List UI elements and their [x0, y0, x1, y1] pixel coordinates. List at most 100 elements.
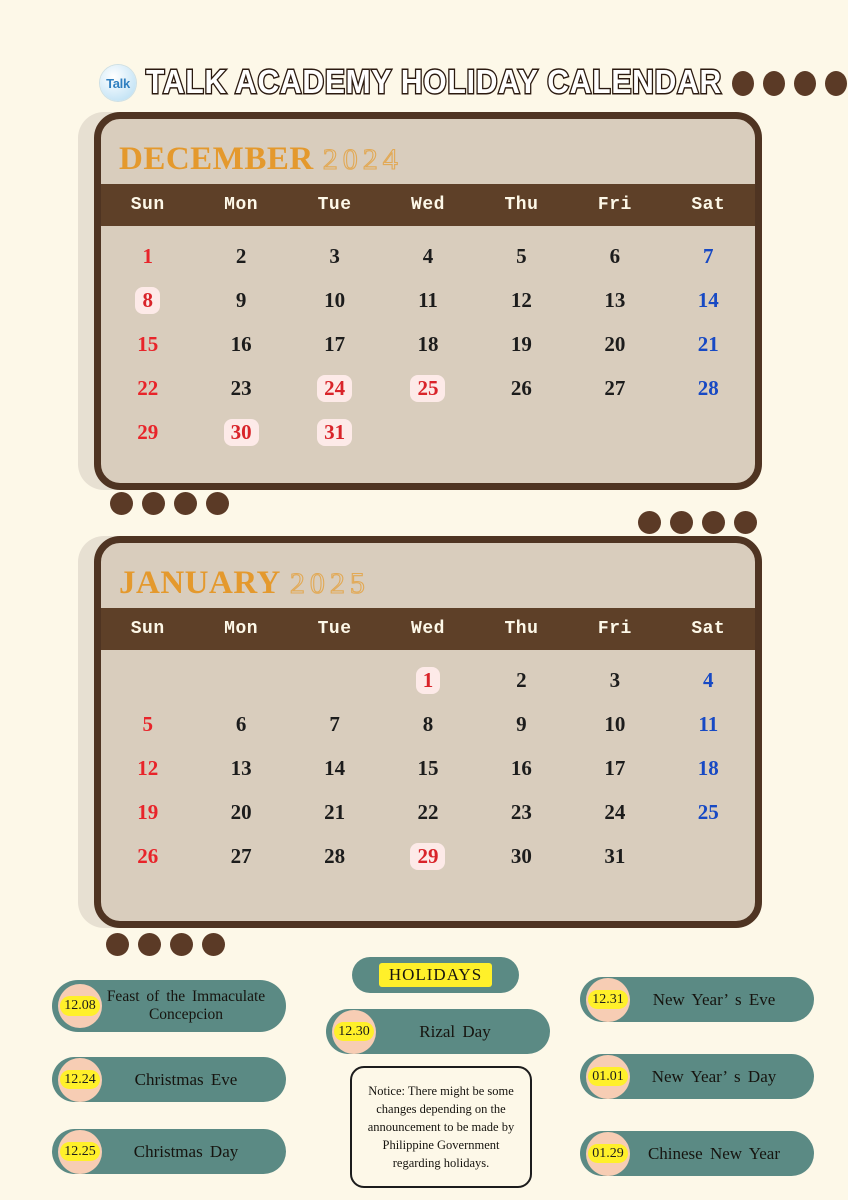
date-number: 4 [422, 243, 434, 268]
date-cell[interactable]: 13 [194, 746, 287, 790]
date-cell[interactable]: 26 [475, 366, 568, 410]
date-cell[interactable]: 11 [381, 278, 474, 322]
page-title: TALK ACADEMY HOLIDAY CALENDAR [145, 63, 723, 103]
date-cell[interactable]: 23 [194, 366, 287, 410]
date-number: 21 [697, 331, 719, 356]
legend-date-badge: 12.24 [58, 1057, 102, 1102]
legend-item-12-30[interactable]: 12.30 Rizal Day [326, 1009, 550, 1054]
date-cell[interactable]: 5 [101, 702, 194, 746]
date-number: 3 [329, 243, 340, 268]
date-cell[interactable]: 12 [475, 278, 568, 322]
date-number-holiday: 24 [317, 374, 353, 402]
date-cell[interactable]: 28 [662, 366, 755, 410]
date-cell[interactable]: 16 [194, 322, 287, 366]
date-cell[interactable]: 25 [381, 366, 474, 410]
legend-item-01-01[interactable]: 01.01 New Year’ s Day [580, 1054, 814, 1099]
date-cell[interactable]: 9 [194, 278, 287, 322]
date-cell[interactable]: 26 [101, 834, 194, 878]
date-cell[interactable]: 28 [288, 834, 381, 878]
header-dot-decoration [732, 70, 848, 96]
legend-item-12-24[interactable]: 12.24 Christmas Eve [52, 1057, 286, 1102]
date-cell[interactable]: 21 [288, 790, 381, 834]
date-cell[interactable]: 7 [662, 234, 755, 278]
date-cell[interactable]: 7 [288, 702, 381, 746]
date-cell-empty [194, 658, 287, 702]
month-card-body: DECEMBER 2024 Sun Mon Tue Wed Thu Fri Sat… [94, 112, 762, 490]
date-cell[interactable]: 14 [662, 278, 755, 322]
date-cell[interactable]: 4 [662, 658, 755, 702]
date-cell[interactable]: 12 [101, 746, 194, 790]
date-cell[interactable]: 19 [475, 322, 568, 366]
date-number: 7 [703, 243, 714, 268]
date-number: 2 [235, 243, 247, 268]
legend-item-12-08[interactable]: 12.08 Feast of the Immaculate Concepcion [52, 980, 286, 1032]
date-cell[interactable]: 21 [662, 322, 755, 366]
date-cell[interactable]: 2 [475, 658, 568, 702]
date-cell[interactable]: 31 [288, 410, 381, 454]
date-cell[interactable]: 19 [101, 790, 194, 834]
date-cell[interactable]: 10 [288, 278, 381, 322]
date-cell[interactable]: 3 [568, 658, 661, 702]
legend-date: 12.30 [334, 1021, 374, 1042]
date-cell[interactable]: 6 [568, 234, 661, 278]
date-cell[interactable]: 24 [568, 790, 661, 834]
date-cell[interactable]: 30 [475, 834, 568, 878]
date-cell[interactable]: 11 [662, 702, 755, 746]
date-cell[interactable]: 8 [381, 702, 474, 746]
date-cell[interactable]: 31 [568, 834, 661, 878]
date-cell[interactable]: 5 [475, 234, 568, 278]
legend-item-01-29[interactable]: 01.29 Chinese New Year [580, 1131, 814, 1176]
date-cell[interactable]: 10 [568, 702, 661, 746]
date-number-holiday: 1 [415, 666, 441, 694]
legend-date-badge: 12.31 [586, 977, 630, 1022]
legend-item-12-25[interactable]: 12.25 Christmas Day [52, 1129, 286, 1174]
date-cell[interactable]: 22 [381, 790, 474, 834]
date-cell[interactable]: 30 [194, 410, 287, 454]
legend-date: 12.24 [60, 1069, 100, 1090]
date-cell[interactable]: 17 [288, 322, 381, 366]
decorative-dot-row-below-january [106, 933, 225, 956]
logo-text: Talk [106, 75, 130, 91]
date-cell[interactable]: 8 [101, 278, 194, 322]
month-year: 2024 [322, 142, 403, 176]
date-cell[interactable]: 18 [662, 746, 755, 790]
weekday-tue: Tue [317, 195, 352, 215]
date-cell[interactable]: 29 [101, 410, 194, 454]
date-number: 23 [230, 375, 252, 400]
date-cell[interactable]: 1 [381, 658, 474, 702]
date-cell[interactable]: 16 [475, 746, 568, 790]
weekday-tue: Tue [317, 619, 352, 639]
date-grid-january: 1 2 3 4 5 6 7 8 9 10 11 12 13 14 15 16 17 18 19 20 21 22 23 24 2… [101, 650, 755, 892]
date-cell[interactable]: 18 [381, 322, 474, 366]
date-number-holiday: 29 [410, 842, 446, 870]
date-cell[interactable]: 13 [568, 278, 661, 322]
date-number-holiday: 25 [410, 374, 446, 402]
decorative-dot [638, 511, 661, 534]
date-cell[interactable]: 4 [381, 234, 474, 278]
date-cell[interactable]: 27 [194, 834, 287, 878]
date-cell[interactable]: 2 [194, 234, 287, 278]
decorative-dot [110, 492, 133, 515]
date-cell[interactable]: 29 [381, 834, 474, 878]
date-cell[interactable]: 1 [101, 234, 194, 278]
date-number: 10 [324, 287, 346, 312]
date-cell[interactable]: 15 [381, 746, 474, 790]
date-cell[interactable]: 15 [101, 322, 194, 366]
date-cell[interactable]: 3 [288, 234, 381, 278]
date-cell[interactable]: 20 [568, 322, 661, 366]
date-cell[interactable]: 6 [194, 702, 287, 746]
date-cell[interactable]: 9 [475, 702, 568, 746]
date-cell[interactable]: 22 [101, 366, 194, 410]
date-cell[interactable]: 17 [568, 746, 661, 790]
legend-item-12-31[interactable]: 12.31 New Year’ s Eve [580, 977, 814, 1022]
date-cell[interactable]: 23 [475, 790, 568, 834]
date-number: 5 [142, 711, 153, 736]
date-cell[interactable]: 20 [194, 790, 287, 834]
date-cell[interactable]: 25 [662, 790, 755, 834]
date-cell[interactable]: 27 [568, 366, 661, 410]
month-year: 2025 [289, 566, 370, 600]
legend-label: Chinese New Year [647, 1143, 781, 1163]
date-cell[interactable]: 24 [288, 366, 381, 410]
date-number: 15 [417, 755, 439, 780]
date-cell[interactable]: 14 [288, 746, 381, 790]
